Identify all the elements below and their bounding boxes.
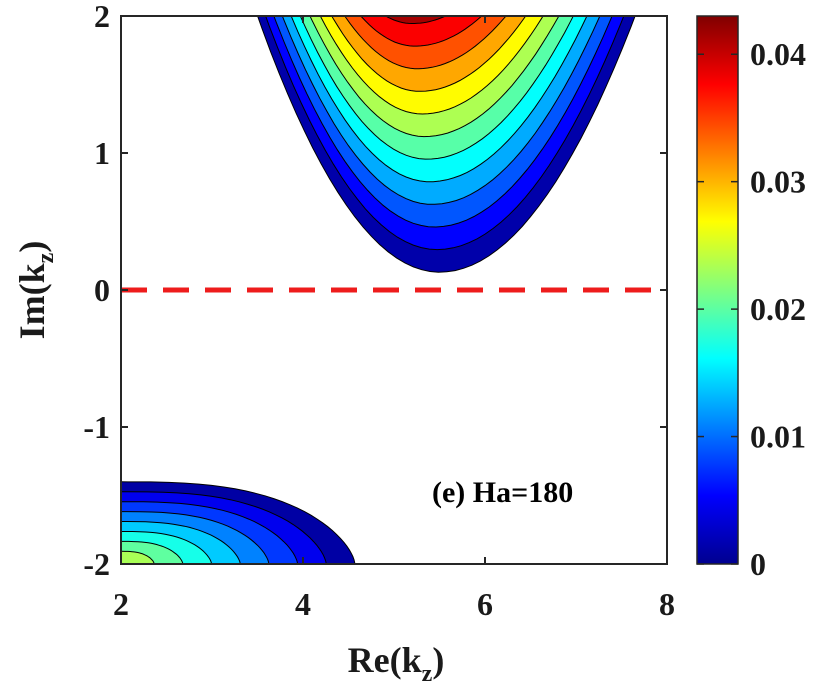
y-tick-label-2: 2 <box>94 0 110 34</box>
lower-contour-region <box>121 481 356 564</box>
x-tick-label-4: 4 <box>295 586 311 622</box>
y-tick-label--1: -1 <box>83 409 110 445</box>
y-axis-ticks: -2 -1 0 1 2 <box>83 0 667 582</box>
panel-annotation: (e) Ha=180 <box>432 476 573 509</box>
colorbar-tick-label-3: 0.03 <box>750 164 806 200</box>
upper-contour-region <box>257 16 636 273</box>
upper-contour-level-10 <box>360 16 483 47</box>
lower-contour-level-7 <box>121 550 155 564</box>
colorbar-ticks: 0 0.01 0.02 0.03 0.04 <box>697 36 806 582</box>
upper-contour-level-11 <box>384 16 447 24</box>
x-axis-ticks: 2 4 6 8 <box>113 16 675 622</box>
colorbar <box>696 15 739 565</box>
y-tick-label-0: 0 <box>94 272 110 308</box>
y-axis-title: Im(kz) <box>12 241 59 340</box>
x-tick-label-2: 2 <box>113 586 129 622</box>
colorbar-tick-label-1: 0.01 <box>750 419 806 455</box>
y-tick-label--2: -2 <box>83 546 110 582</box>
y-tick-label-1: 1 <box>94 135 110 171</box>
x-tick-label-6: 6 <box>477 586 493 622</box>
colorbar-tick-label-2: 0.02 <box>750 291 806 327</box>
x-tick-label-8: 8 <box>659 586 675 622</box>
x-axis-title: Re(kz) <box>348 640 445 687</box>
colorbar-tick-label-4: 0.04 <box>750 36 806 72</box>
colorbar-tick-label-0: 0 <box>750 546 766 582</box>
